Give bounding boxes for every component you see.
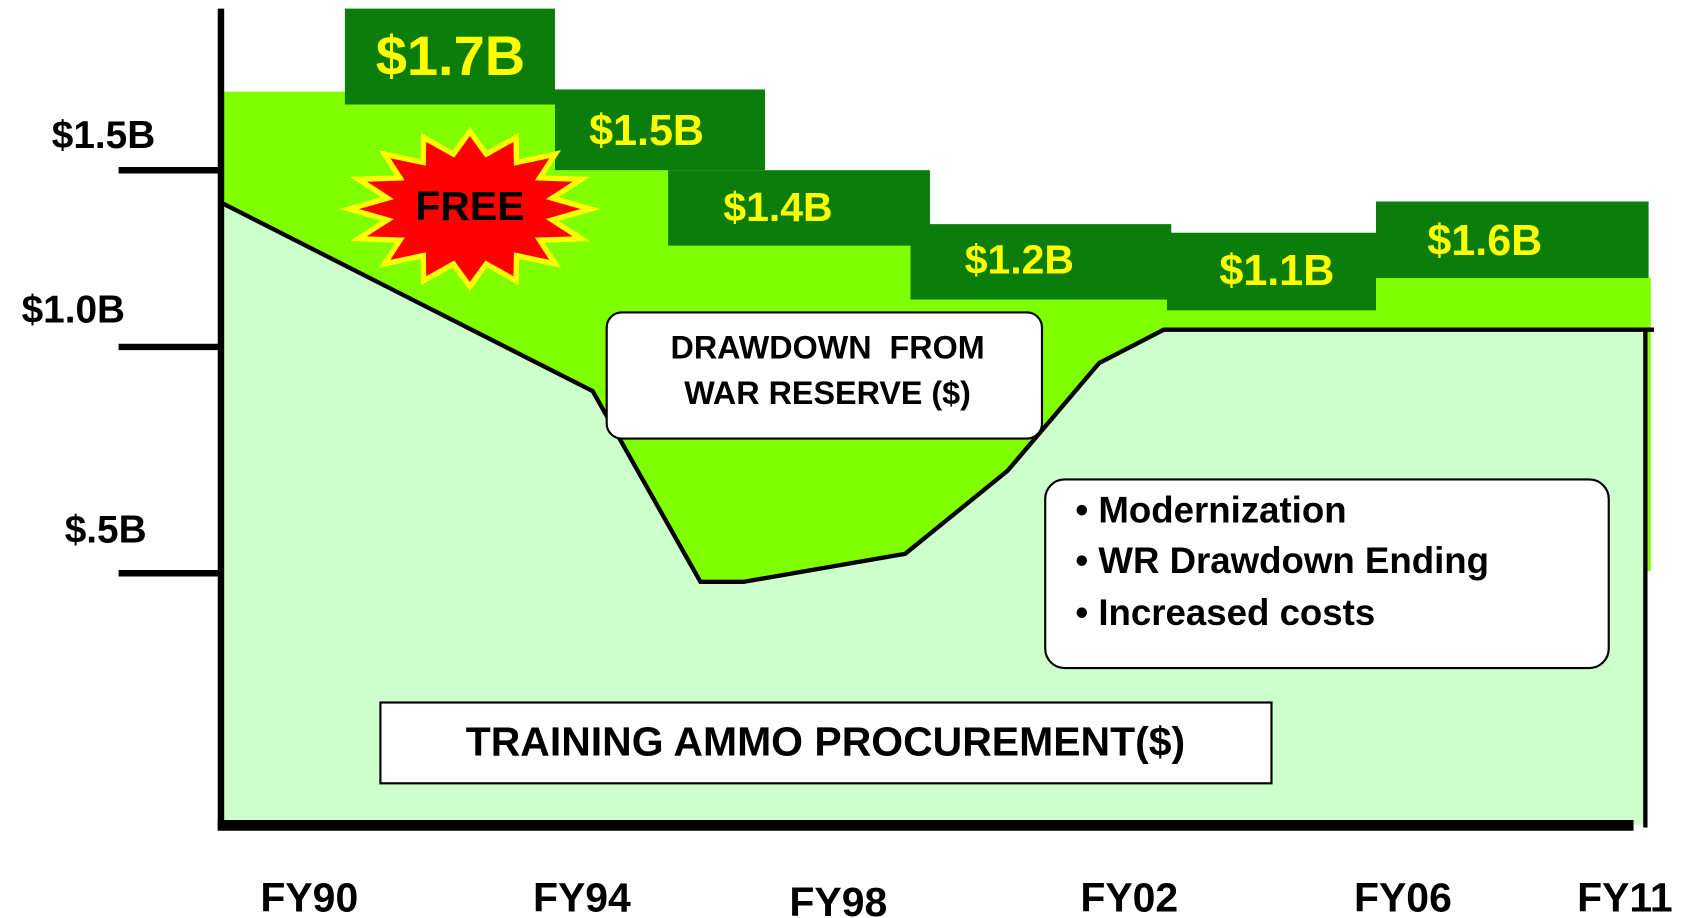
- budget-label: $1.1B: [1219, 247, 1334, 295]
- starburst-label: FREE: [415, 183, 524, 229]
- drivers-box: [1044, 478, 1610, 670]
- drawdown-text: DRAWDOWN FROM: [671, 330, 985, 366]
- driver-item: • Increased costs: [1075, 592, 1375, 633]
- budget-label: $1.2B: [965, 237, 1074, 283]
- training-label: TRAINING AMMO PROCUREMENT($): [466, 718, 1185, 764]
- budget-label: $1.5B: [589, 107, 704, 155]
- y-label: $.5B: [65, 509, 147, 552]
- starburst: [339, 126, 601, 292]
- budget-box: [554, 89, 766, 171]
- budget-label: $1.6B: [1427, 217, 1542, 265]
- training-box: [379, 701, 1273, 785]
- x-label: FY11: [1577, 875, 1673, 918]
- budget-label: $1.4B: [723, 184, 832, 230]
- x-label: FY06: [1354, 875, 1452, 918]
- drawdown-box: [605, 311, 1044, 440]
- x-label: FY90: [260, 875, 358, 918]
- driver-item: • Modernization: [1075, 490, 1346, 531]
- drawdown-text: WAR RESERVE ($): [684, 375, 971, 411]
- y-label: $1.0B: [22, 289, 125, 332]
- y-label: $1.5B: [52, 114, 155, 157]
- budget-label: $1.7B: [376, 24, 525, 87]
- budget-box: [1166, 232, 1376, 311]
- x-label: FY98: [789, 879, 887, 918]
- budget-box: [668, 170, 930, 246]
- budget-box: [910, 224, 1172, 300]
- budget-boxes: [344, 8, 1649, 311]
- x-label: FY94: [533, 875, 631, 918]
- x-label: FY02: [1080, 875, 1178, 918]
- driver-item: • WR Drawdown Ending: [1075, 540, 1489, 581]
- budget-box: [344, 8, 555, 105]
- budget-box: [1376, 201, 1649, 278]
- procurement-line: [219, 200, 1654, 584]
